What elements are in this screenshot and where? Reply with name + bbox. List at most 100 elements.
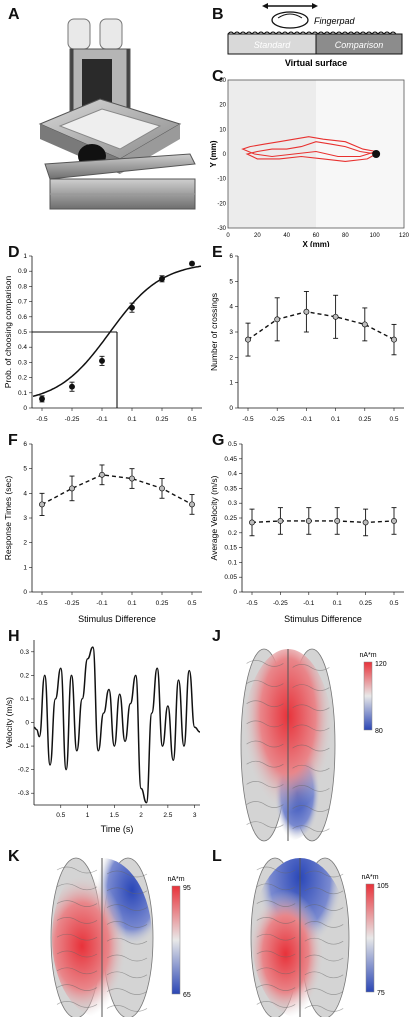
- y-tick-label: 0.7: [18, 299, 27, 306]
- gyrus-line: [56, 917, 98, 924]
- panel-label-c: C: [212, 68, 224, 85]
- gyrus-line: [256, 933, 296, 941]
- gyrus-line: [256, 1001, 296, 1008]
- comparison-region: [316, 80, 404, 228]
- gyrus-line: [304, 937, 344, 945]
- panel-label-g: G: [212, 432, 225, 449]
- gyrus-line: [246, 821, 284, 829]
- colorbar-max: 120: [375, 661, 387, 668]
- series-line: [251, 520, 395, 524]
- y-tick-label: 0: [23, 589, 27, 596]
- gyrus-line: [292, 805, 330, 812]
- panel-label-j: J: [212, 628, 221, 645]
- gyrus-line: [106, 1005, 148, 1012]
- gyrus-line: [304, 921, 344, 928]
- gyrus-line: [256, 984, 296, 991]
- gyrus-line: [292, 825, 330, 833]
- x-tick-label: -0.25: [65, 600, 80, 607]
- gyrus-line: [56, 866, 98, 874]
- data-point: [305, 518, 312, 524]
- x-axis-label: Stimulus Difference: [78, 614, 156, 624]
- gyrus-line: [292, 764, 330, 772]
- y-tick-label: 0: [223, 152, 227, 158]
- y-tick-label: 0.3: [228, 500, 237, 507]
- y-tick-label: 5: [23, 466, 27, 473]
- colorbar: [171, 885, 181, 995]
- data-point: [69, 383, 75, 390]
- data-point: [39, 501, 45, 508]
- y-tick-label: 5: [229, 278, 233, 285]
- gyrus-line: [56, 984, 98, 991]
- y-tick-label: 0.3: [18, 359, 27, 366]
- gyrus-line: [246, 781, 284, 788]
- gyrus-line: [56, 1001, 98, 1008]
- gyrus-line: [56, 950, 98, 958]
- x-tick-label: 0.1: [333, 600, 342, 607]
- x-tick-label: 0.1: [127, 416, 136, 423]
- y-tick-label: 0.2: [228, 530, 237, 537]
- data-point: [249, 519, 255, 526]
- velocity-trace-chart: 0.3 0.2 0.1 0 -0.1 -0.2 -0.3 0.5 1 1.5 2 2.5 3 Time (…: [4, 640, 201, 834]
- y-tick-label: 0.1: [18, 390, 27, 397]
- x-tick-label: 0.5: [56, 812, 65, 819]
- gyrus-line: [256, 866, 296, 874]
- x-tick-label: 2.5: [163, 812, 172, 819]
- data-point: [332, 313, 339, 320]
- brain-map-j: nA*m 120 80: [240, 648, 387, 842]
- y-axis-label: Average Velocity (m/s): [209, 475, 219, 560]
- gyrus-line: [56, 883, 98, 891]
- y-tick-label: 0.5: [18, 329, 27, 336]
- y-tick-label: -0.3: [18, 790, 30, 797]
- x-tick-label: 120: [399, 233, 410, 239]
- data-point: [159, 275, 165, 282]
- x-tick-label: 0.5: [187, 416, 196, 423]
- x-axis-label: Time (s): [101, 824, 134, 834]
- x-tick-label: 0.1: [331, 416, 340, 423]
- velocity-line: [33, 646, 201, 804]
- y-tick-label: 0: [25, 720, 29, 727]
- y-tick-label: 0.3: [20, 649, 29, 656]
- gyrus-line: [292, 664, 330, 671]
- y-tick-label: 0.1: [228, 559, 237, 566]
- y-tick-label: -10: [217, 177, 226, 183]
- gyrus-line: [292, 744, 330, 752]
- gyrus-line: [106, 887, 148, 895]
- gyrus-line: [56, 933, 98, 941]
- trajectory-line: [245, 141, 377, 162]
- y-tick-label: 1: [229, 380, 233, 387]
- panel-label-a: A: [8, 6, 20, 23]
- y-tick-label: -0.2: [18, 767, 30, 774]
- colorbar-min: 65: [183, 992, 191, 999]
- colorbar-min: 75: [377, 990, 385, 997]
- gyrus-line: [106, 971, 148, 979]
- standard-label: Standard: [254, 40, 292, 50]
- y-tick-label: 3: [229, 329, 233, 336]
- gyrus-line: [106, 921, 148, 928]
- standard-region: [228, 80, 316, 228]
- gyrus-line: [304, 904, 344, 911]
- virtual-surface-label: Virtual surface: [285, 58, 347, 68]
- x-tick-label: 20: [254, 233, 261, 239]
- y-tick-label: 1: [23, 564, 27, 571]
- y-tick-label: 20: [219, 103, 226, 109]
- data-point: [69, 485, 75, 492]
- data-point: [277, 518, 284, 524]
- gyrus-line: [56, 967, 98, 975]
- y-tick-label: 4: [23, 490, 27, 497]
- x-tick-label: -0.5: [36, 416, 48, 423]
- panel-label-f: F: [8, 432, 18, 449]
- y-tick-label: 0.4: [228, 471, 237, 478]
- colorbar: [365, 883, 375, 993]
- data-point: [129, 304, 135, 311]
- x-tick-label: 2: [139, 812, 143, 819]
- x-axis-label: Stimulus Difference: [284, 614, 362, 624]
- x-tick-label: 40: [283, 233, 290, 239]
- data-point: [362, 519, 369, 526]
- y-tick-label: 0.9: [18, 268, 27, 275]
- x-tick-label: -0.1: [303, 600, 315, 607]
- x-tick-label: -0.5: [242, 416, 254, 423]
- y-tick-label: 0.4: [18, 344, 27, 351]
- y-axis-label: Number of crossings: [209, 293, 219, 371]
- gyrus-line: [304, 971, 344, 979]
